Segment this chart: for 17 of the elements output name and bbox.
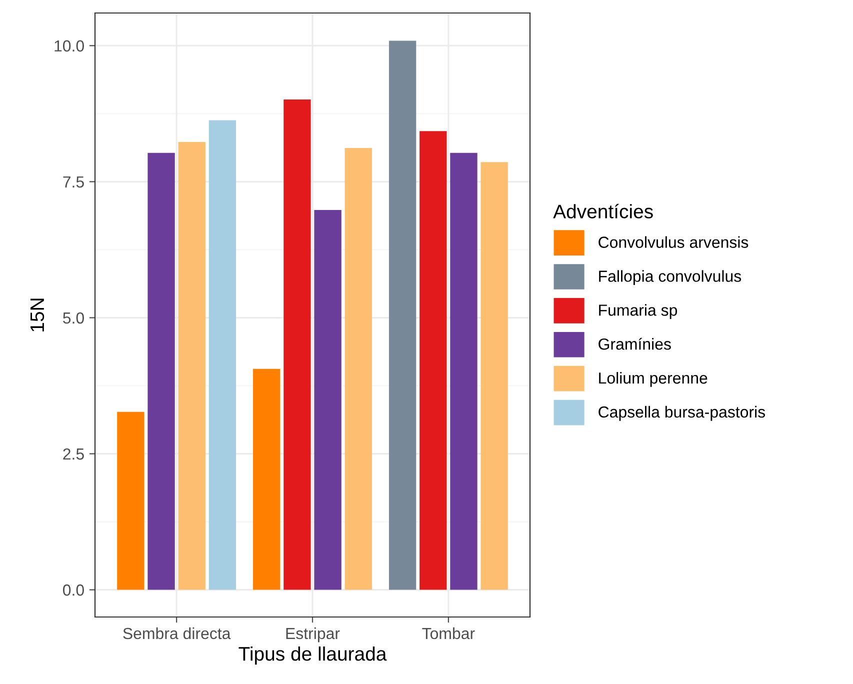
x-tick-label: Estripar [286, 627, 340, 642]
legend-label: Gramínies [598, 338, 671, 350]
y-tick-label: 10.0 [54, 40, 84, 52]
y-tick-label: 2.5 [63, 448, 84, 460]
y-tick-label: 0.0 [63, 584, 84, 596]
legend-title: Adventícies [553, 204, 653, 218]
y-tick-label: 5.0 [63, 312, 84, 324]
legend-label: Convolvulus arvensis [598, 236, 748, 248]
x-tick-label: Tombar [422, 627, 475, 640]
y-tick-label: 7.5 [63, 176, 84, 188]
y-axis-title: 15N [30, 298, 44, 332]
legend-label: Lolium perenne [599, 372, 708, 387]
legend-label: Capsella bursa-pastoris [598, 406, 766, 421]
x-axis-title: Tipus de llaurada [238, 646, 387, 665]
legend-label: Fallopia convolvulus [599, 270, 742, 286]
legend-label: Fumaria sp [599, 304, 678, 319]
x-tick-label: Sembra directa [123, 627, 231, 640]
